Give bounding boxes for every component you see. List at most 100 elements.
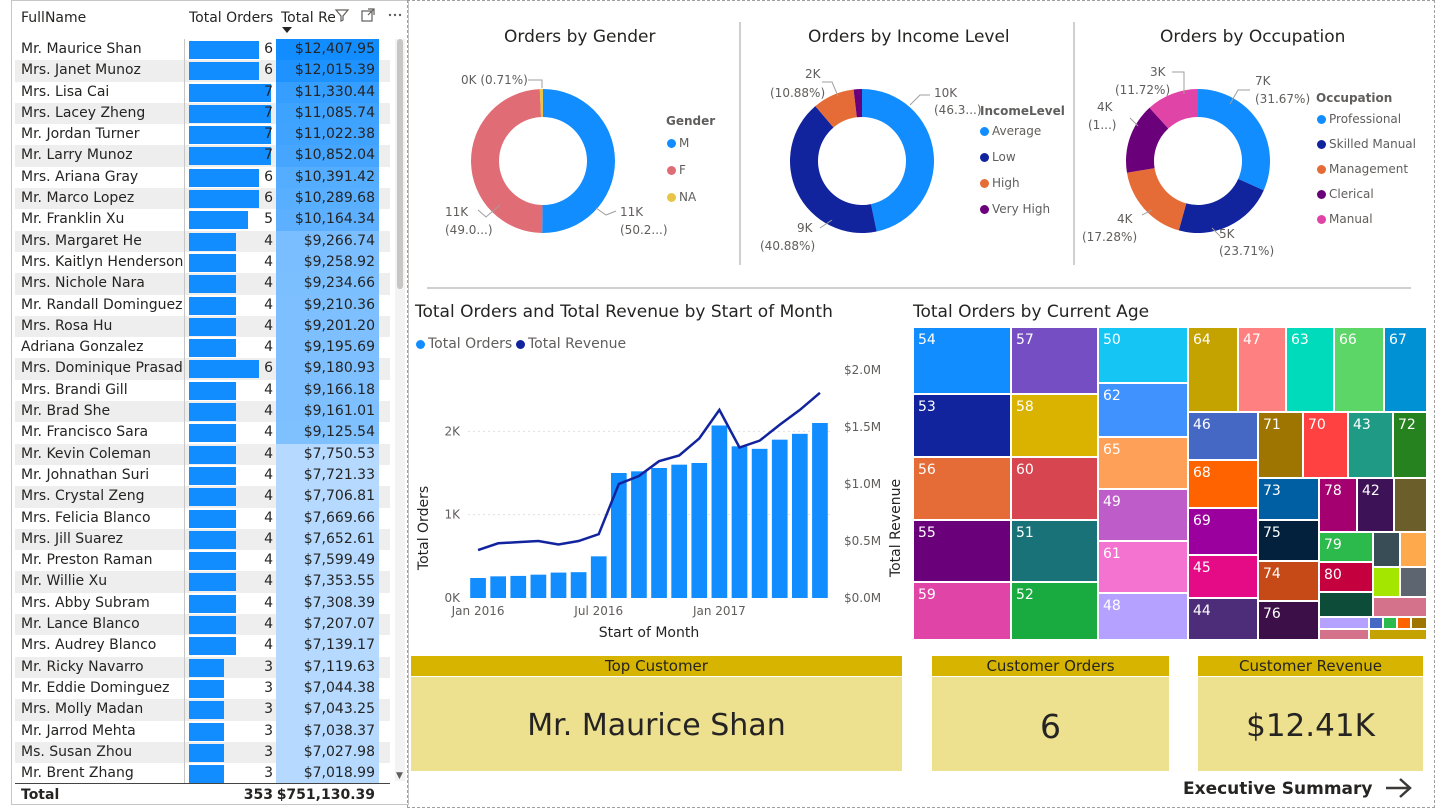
column-header-fullname[interactable]: FullName — [21, 10, 87, 26]
treemap-cell-small[interactable] — [1369, 617, 1383, 629]
orders-bar[interactable] — [631, 471, 647, 598]
donut-slice-na[interactable] — [539, 89, 543, 118]
orders-bar[interactable] — [651, 468, 667, 598]
table-row[interactable]: Mr. Brent Zhang 3 $7,018.99 — [15, 763, 390, 783]
income-donut-chart[interactable] — [789, 88, 935, 234]
occupation-legend-item-skilled-manual[interactable]: Skilled Manual — [1317, 137, 1416, 151]
donut-slice-skilled-manual[interactable] — [1178, 178, 1264, 233]
treemap-cell[interactable]: 59 — [913, 582, 1011, 640]
treemap-cell[interactable]: 52 — [1011, 582, 1098, 640]
treemap-cell[interactable]: 67 — [1384, 327, 1427, 412]
table-row[interactable]: Mrs. Crystal Zeng 4 $7,706.81 — [15, 486, 390, 508]
orders-bar[interactable] — [731, 446, 748, 598]
orders-bar[interactable] — [791, 433, 808, 598]
treemap-cell[interactable]: 65 — [1098, 437, 1188, 489]
treemap-cell[interactable]: 45 — [1188, 555, 1258, 598]
table-row[interactable]: Mrs. Audrey Blanco 4 $7,139.17 — [15, 635, 390, 657]
treemap-cell[interactable]: 69 — [1188, 508, 1258, 555]
table-row[interactable]: Mr. Maurice Shan 6 $12,407.95 — [15, 39, 390, 61]
treemap-cell[interactable]: 72 — [1393, 412, 1427, 478]
combo-legend-orders[interactable]: Total Orders — [416, 336, 512, 352]
gender-donut-chart[interactable] — [470, 88, 616, 234]
donut-slice-average[interactable] — [862, 89, 934, 232]
orders-bar[interactable] — [510, 575, 527, 598]
table-row[interactable]: Mrs. Lisa Cai 7 $11,330.44 — [15, 81, 390, 103]
treemap-cell[interactable]: 43 — [1348, 412, 1393, 478]
table-row[interactable]: Mr. Kevin Coleman 4 $7,750.53 — [15, 443, 390, 465]
orders-bar[interactable] — [812, 423, 828, 598]
table-row[interactable]: Mrs. Felicia Blanco 4 $7,669.66 — [15, 507, 390, 529]
occupation-legend-item-professional[interactable]: Professional — [1317, 112, 1401, 126]
orders-bar[interactable] — [671, 464, 688, 598]
scroll-down-icon[interactable]: ▼ — [396, 771, 403, 781]
orders-bar[interactable] — [751, 448, 768, 598]
table-row[interactable]: Mr. Willie Xu 4 $7,353.55 — [15, 571, 390, 593]
treemap-cell[interactable]: 62 — [1098, 383, 1188, 437]
table-row[interactable]: Mrs. Lacey Zheng 7 $11,085.74 — [15, 102, 390, 125]
treemap-cell[interactable]: 42 — [1357, 478, 1394, 532]
treemap-cell[interactable]: 70 — [1303, 412, 1348, 478]
treemap-cell-small[interactable] — [1397, 617, 1411, 629]
table-row[interactable]: Mr. Larry Munoz 7 $10,852.04 — [15, 145, 390, 167]
treemap-cell[interactable]: 63 — [1286, 327, 1334, 412]
treemap-cell[interactable]: 44 — [1188, 598, 1258, 640]
table-row[interactable]: Mr. Francisco Sara 4 $9,125.54 — [15, 422, 390, 444]
gender-legend-item-m[interactable]: M — [667, 136, 689, 150]
table-row[interactable]: Mrs. Janet Munoz 6 $12,015.39 — [15, 60, 390, 82]
occupation-legend-item-manual[interactable]: Manual — [1317, 212, 1373, 226]
table-row[interactable]: Mr. Marco Lopez 6 $10,289.68 — [15, 188, 390, 210]
table-row[interactable]: Mr. Johnathan Suri 4 $7,721.33 — [15, 464, 390, 487]
table-row[interactable]: Mr. Jarrod Mehta 3 $7,038.37 — [15, 720, 390, 742]
treemap-cell[interactable] — [1400, 567, 1427, 597]
treemap-cell[interactable]: 78 — [1319, 478, 1357, 532]
treemap-cell[interactable]: 49 — [1098, 489, 1188, 541]
table-row[interactable]: Mr. Brad She 4 $9,161.01 — [15, 401, 390, 423]
treemap-cell[interactable]: 60 — [1011, 457, 1098, 520]
treemap-cell[interactable]: 71 — [1258, 412, 1303, 478]
treemap-cell[interactable]: 56 — [913, 457, 1011, 520]
table-row[interactable]: Mr. Lance Blanco 4 $7,207.07 — [15, 614, 390, 636]
table-row[interactable]: Mr. Ricky Navarro 3 $7,119.63 — [15, 656, 390, 678]
treemap-cell[interactable]: 51 — [1011, 520, 1098, 582]
table-row[interactable]: Mrs. Margaret He 4 $9,266.74 — [15, 230, 390, 252]
treemap-cell[interactable]: 47 — [1238, 327, 1286, 412]
treemap-cell-small[interactable] — [1411, 617, 1427, 629]
treemap-cell[interactable]: 55 — [913, 520, 1011, 582]
table-row[interactable]: Adriana Gonzalez 4 $9,195.69 — [15, 337, 390, 359]
treemap-cell-small[interactable] — [1319, 617, 1369, 629]
gender-legend-item-f[interactable]: F — [667, 163, 686, 177]
table-row[interactable]: Mr. Randall Dominguez 4 $9,210.36 — [15, 294, 390, 316]
treemap-cell[interactable]: 53 — [913, 394, 1011, 457]
combo-legend-revenue[interactable]: Total Revenue — [516, 336, 626, 352]
table-row[interactable]: Mrs. Nichole Nara 4 $9,234.66 — [15, 273, 390, 295]
age-treemap[interactable]: 54 53 56 55 59 57 58 60 51 52 50 62 65 49 61 48 64 47 63 66… — [913, 327, 1427, 640]
donut-slice-low[interactable] — [790, 106, 877, 233]
donut-slice-manual[interactable] — [1149, 89, 1198, 129]
orders-bar[interactable] — [610, 473, 627, 598]
gender-legend-item-na[interactable]: NA — [667, 190, 696, 204]
treemap-cell[interactable]: 54 — [913, 327, 1011, 394]
treemap-cell-small[interactable] — [1383, 617, 1397, 629]
executive-summary-nav-button[interactable]: Executive Summary — [1183, 776, 1414, 800]
column-header-total-revenue[interactable]: Total Revenue — [281, 10, 335, 26]
donut-slice-f[interactable] — [471, 89, 543, 233]
occupation-legend-item-management[interactable]: Management — [1317, 162, 1408, 176]
column-header-total-orders[interactable]: Total Orders — [189, 10, 274, 26]
table-row[interactable]: Mrs. Molly Madan 3 $7,043.25 — [15, 699, 390, 721]
table-row[interactable]: Mrs. Jill Suarez 4 $7,652.61 — [15, 528, 390, 551]
treemap-cell[interactable] — [1373, 567, 1400, 597]
treemap-cell[interactable]: 61 — [1098, 541, 1188, 593]
treemap-cell-small[interactable] — [1369, 629, 1427, 640]
occupation-donut-chart[interactable] — [1125, 88, 1271, 234]
treemap-cell[interactable] — [1373, 532, 1400, 567]
treemap-cell[interactable]: 73 — [1258, 478, 1319, 520]
treemap-cell[interactable] — [1319, 592, 1373, 617]
treemap-cell[interactable]: 75 — [1258, 520, 1319, 561]
table-row[interactable]: Mrs. Dominique Prasad 6 $9,180.93 — [15, 358, 390, 380]
orders-bar[interactable] — [550, 572, 567, 598]
table-row[interactable]: Mrs. Abby Subram 4 $7,308.39 — [15, 592, 390, 615]
orders-bar[interactable] — [691, 463, 708, 598]
treemap-cell[interactable]: 57 — [1011, 327, 1098, 394]
donut-slice-very-high[interactable] — [853, 89, 862, 118]
treemap-cell[interactable]: 76 — [1258, 601, 1319, 640]
